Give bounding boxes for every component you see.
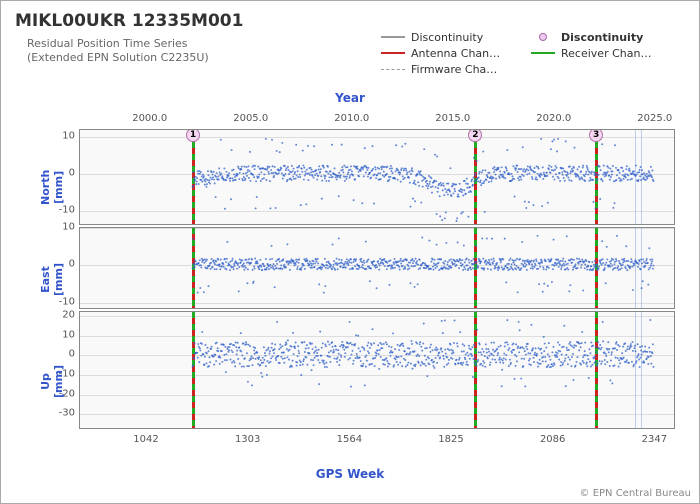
xtick-bottom: 1825: [438, 434, 463, 445]
ylabel-up: Up[mm]: [39, 365, 65, 398]
ytick: 10: [62, 222, 79, 233]
xtick-top: 2000.0: [132, 113, 167, 124]
xtick-bottom: 2347: [642, 434, 667, 445]
panel-east: [79, 227, 675, 309]
panel-north: 123: [79, 129, 675, 225]
legend-item: Antenna Chan…: [379, 45, 529, 61]
xtick-bottom: 1303: [235, 434, 260, 445]
ytick: 10: [62, 329, 79, 340]
xtick-top: 2010.0: [334, 113, 369, 124]
x-axis-top-label: Year: [335, 91, 365, 105]
ytick: 0: [69, 168, 79, 179]
x-axis-bottom-label: GPS Week: [316, 467, 385, 481]
xtick-bottom: 2086: [540, 434, 565, 445]
ytick: 10: [62, 131, 79, 142]
page-title: MIKL00UKR 12335M001: [15, 11, 243, 31]
xtick-top: 2025.0: [637, 113, 672, 124]
subtitle: Residual Position Time Series (Extended …: [27, 37, 209, 66]
subtitle-line2: (Extended EPN Solution C2235U): [27, 51, 209, 65]
panel-up: [79, 311, 675, 429]
ytick: -10: [59, 205, 79, 216]
ytick: 0: [69, 349, 79, 360]
xtick-bottom: 1564: [337, 434, 362, 445]
ylabel-east: East[mm]: [39, 263, 65, 296]
xtick-bottom: 1042: [133, 434, 158, 445]
xtick-top: 2015.0: [435, 113, 470, 124]
xtick-top: 2020.0: [536, 113, 571, 124]
ytick: -30: [59, 408, 79, 419]
legend-item: Firmware Cha…: [379, 61, 529, 77]
legend-item: Discontinuity: [379, 29, 529, 45]
footer-credit: © EPN Central Bureau: [580, 488, 691, 499]
xtick-top: 2005.0: [233, 113, 268, 124]
ytick: 20: [62, 309, 79, 320]
ylabel-north: North[mm]: [39, 170, 65, 205]
legend-item: Discontinuity: [529, 29, 679, 45]
legend-item: Receiver Chan…: [529, 45, 679, 61]
ytick: 0: [69, 259, 79, 270]
ytick: -10: [59, 296, 79, 307]
legend: DiscontinuityDiscontinuityAntenna Chan…R…: [379, 29, 679, 77]
subtitle-line1: Residual Position Time Series: [27, 37, 209, 51]
plot-area: 2000.02005.02010.02015.02020.02025.0123-…: [79, 129, 675, 429]
figure: MIKL00UKR 12335M001 Residual Position Ti…: [0, 0, 700, 504]
